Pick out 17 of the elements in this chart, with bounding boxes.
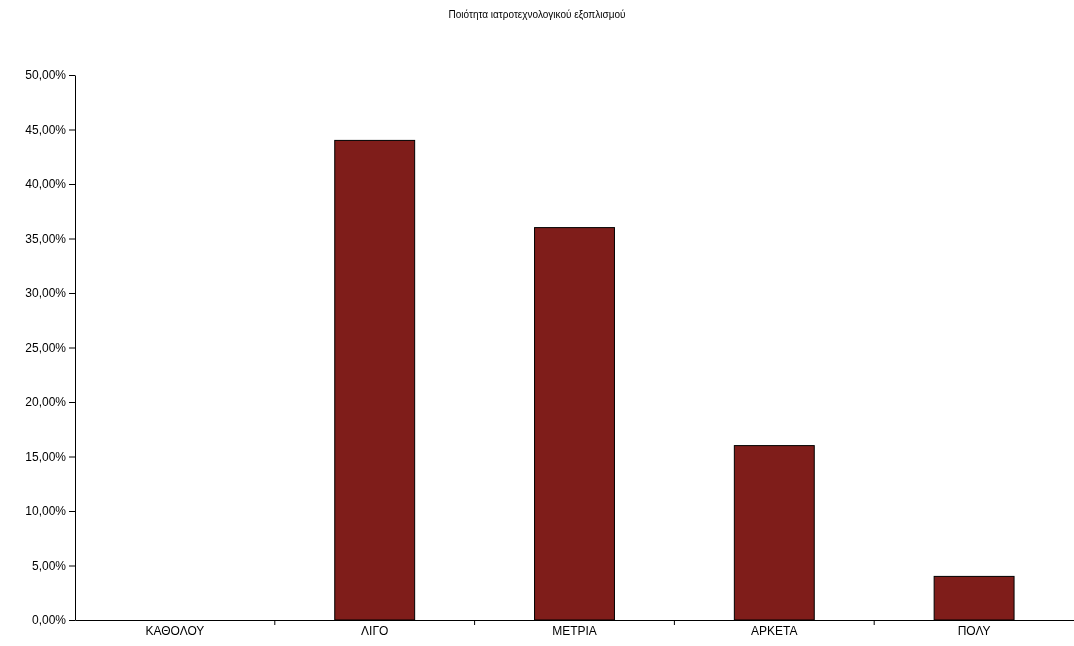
x-tick-label: ΠΟΛΥ: [957, 624, 991, 638]
y-tick-label: 30,00%: [25, 286, 67, 301]
y-tick-label: 5,00%: [31, 558, 67, 573]
x-tick-label: ΜΕΤΡΙΑ: [552, 624, 597, 638]
y-tick-label: 50,00%: [25, 68, 67, 83]
x-tick-label: ΛΙΓΟ: [361, 624, 389, 638]
y-tick-label: 25,00%: [25, 340, 67, 355]
chart-title: Ποιότητα ιατροτεχνολογικού εξοπλισμού: [448, 9, 626, 21]
y-tick-label: 15,00%: [25, 449, 67, 464]
y-tick-label: 40,00%: [25, 177, 67, 192]
y-tick-label: 0,00%: [31, 613, 67, 628]
x-tick-label: ΚΑΘΟΛΟΥ: [145, 624, 205, 638]
y-tick-label: 10,00%: [25, 504, 67, 519]
y-tick-label: 20,00%: [25, 395, 67, 410]
y-tick-label: 45,00%: [25, 122, 67, 137]
y-tick-label: 35,00%: [25, 231, 67, 246]
x-tick-label: ΑΡΚΕΤΑ: [751, 624, 798, 638]
